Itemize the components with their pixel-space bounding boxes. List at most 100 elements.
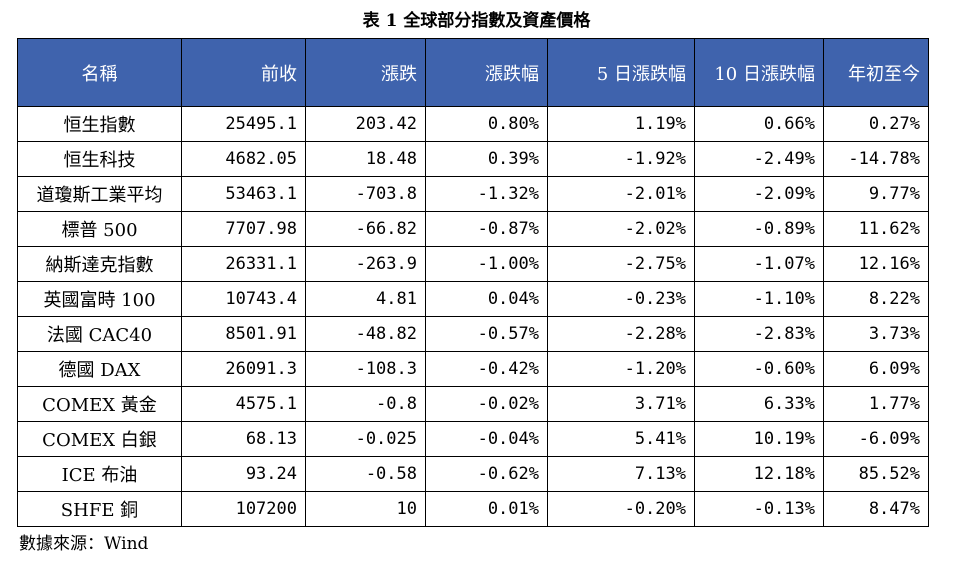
cell-ytd: 11.62% — [823, 211, 929, 247]
cell-change: -108.3 — [305, 351, 426, 387]
cell-change: -0.8 — [305, 386, 426, 422]
table-row: 恒生指數 25495.1 203.42 0.80% 1.19% 0.66% 0.27% — [17, 106, 929, 142]
cell-name: COMEX 白銀 — [17, 421, 182, 457]
cell-name: 德國 DAX — [17, 351, 182, 387]
cell-name: 英國富時 100 — [17, 281, 182, 317]
cell-prev-close: 26091.3 — [181, 351, 306, 387]
cell-prev-close: 8501.91 — [181, 316, 306, 352]
cell-10d-change-pct: 10.19% — [694, 421, 824, 457]
cell-change: -0.025 — [305, 421, 426, 457]
column-header-ytd: 年初至今 — [823, 38, 929, 107]
cell-change-pct: -1.00% — [425, 246, 548, 282]
column-header-10d-change-pct: 10 日漲跌幅 — [694, 38, 824, 107]
cell-prev-close: 10743.4 — [181, 281, 306, 317]
cell-5d-change-pct: 1.19% — [547, 106, 695, 142]
cell-change: -263.9 — [305, 246, 426, 282]
cell-ytd: 6.09% — [823, 351, 929, 387]
cell-10d-change-pct: -0.89% — [694, 211, 824, 247]
cell-ytd: 0.27% — [823, 106, 929, 142]
table-row: 納斯達克指數 26331.1 -263.9 -1.00% -2.75% -1.07% 12.… — [17, 246, 929, 282]
cell-ytd: 8.47% — [823, 491, 929, 527]
cell-name: 納斯達克指數 — [17, 246, 182, 282]
table-row: 法國 CAC40 8501.91 -48.82 -0.57% -2.28% -2.83% 3… — [17, 316, 929, 352]
cell-change-pct: -0.87% — [425, 211, 548, 247]
cell-5d-change-pct: -0.23% — [547, 281, 695, 317]
cell-ytd: 3.73% — [823, 316, 929, 352]
cell-change-pct: -0.62% — [425, 456, 548, 492]
cell-prev-close: 4682.05 — [181, 141, 306, 177]
table-row: 道瓊斯工業平均 53463.1 -703.8 -1.32% -2.01% -2.09% 9.… — [17, 176, 929, 212]
cell-change-pct: -0.04% — [425, 421, 548, 457]
cell-name: ICE 布油 — [17, 456, 182, 492]
cell-10d-change-pct: -2.09% — [694, 176, 824, 212]
cell-5d-change-pct: 3.71% — [547, 386, 695, 422]
cell-prev-close: 107200 — [181, 491, 306, 527]
cell-10d-change-pct: -2.49% — [694, 141, 824, 177]
cell-change-pct: -0.02% — [425, 386, 548, 422]
cell-10d-change-pct: -1.07% — [694, 246, 824, 282]
table-title: 表 1 全球部分指數及資產價格 — [362, 11, 591, 31]
cell-change-pct: 0.80% — [425, 106, 548, 142]
cell-name: 恒生指數 — [17, 106, 182, 142]
cell-10d-change-pct: 6.33% — [694, 386, 824, 422]
cell-ytd: 9.77% — [823, 176, 929, 212]
source-note: 數據來源：Wind — [19, 534, 149, 554]
cell-change: 10 — [305, 491, 426, 527]
cell-5d-change-pct: -2.02% — [547, 211, 695, 247]
cell-5d-change-pct: 7.13% — [547, 456, 695, 492]
column-header-change: 漲跌 — [305, 38, 426, 107]
cell-5d-change-pct: -2.75% — [547, 246, 695, 282]
cell-name: 道瓊斯工業平均 — [17, 176, 182, 212]
table-row: 恒生科技 4682.05 18.48 0.39% -1.92% -2.49% -14.78% — [17, 141, 929, 177]
cell-5d-change-pct: -0.20% — [547, 491, 695, 527]
cell-prev-close: 4575.1 — [181, 386, 306, 422]
cell-ytd: -6.09% — [823, 421, 929, 457]
cell-name: SHFE 銅 — [17, 491, 182, 527]
cell-prev-close: 25495.1 — [181, 106, 306, 142]
cell-ytd: -14.78% — [823, 141, 929, 177]
cell-name: 恒生科技 — [17, 141, 182, 177]
cell-5d-change-pct: 5.41% — [547, 421, 695, 457]
column-header-name: 名稱 — [17, 38, 182, 107]
cell-change: 203.42 — [305, 106, 426, 142]
cell-10d-change-pct: -0.13% — [694, 491, 824, 527]
cell-name: 標普 500 — [17, 211, 182, 247]
cell-change-pct: 0.04% — [425, 281, 548, 317]
cell-ytd: 85.52% — [823, 456, 929, 492]
cell-name: COMEX 黃金 — [17, 386, 182, 422]
table-row: ICE 布油 93.24 -0.58 -0.62% 7.13% 12.18% 85.52% — [17, 456, 929, 492]
cell-change-pct: 0.01% — [425, 491, 548, 527]
cell-change-pct: -0.42% — [425, 351, 548, 387]
cell-change-pct: 0.39% — [425, 141, 548, 177]
cell-5d-change-pct: -2.28% — [547, 316, 695, 352]
cell-10d-change-pct: 12.18% — [694, 456, 824, 492]
table-row: SHFE 銅 107200 10 0.01% -0.20% -0.13% 8.47% — [17, 491, 929, 527]
table-row: 標普 500 7707.98 -66.82 -0.87% -2.02% -0.89% 11.… — [17, 211, 929, 247]
table-row: COMEX 白銀 68.13 -0.025 -0.04% 5.41% 10.19% -6.0… — [17, 421, 929, 457]
table-row: COMEX 黃金 4575.1 -0.8 -0.02% 3.71% 6.33% 1.77% — [17, 386, 929, 422]
column-header-prev-close: 前收 — [181, 38, 306, 107]
cell-prev-close: 26331.1 — [181, 246, 306, 282]
cell-prev-close: 7707.98 — [181, 211, 306, 247]
column-header-5d-change-pct: 5 日漲跌幅 — [547, 38, 695, 107]
cell-5d-change-pct: -1.20% — [547, 351, 695, 387]
cell-ytd: 12.16% — [823, 246, 929, 282]
column-header-change-pct: 漲跌幅 — [425, 38, 548, 107]
cell-change: -0.58 — [305, 456, 426, 492]
cell-10d-change-pct: -2.83% — [694, 316, 824, 352]
cell-prev-close: 68.13 — [181, 421, 306, 457]
cell-change: -703.8 — [305, 176, 426, 212]
table-row: 德國 DAX 26091.3 -108.3 -0.42% -1.20% -0.60% 6.0… — [17, 351, 929, 387]
cell-10d-change-pct: 0.66% — [694, 106, 824, 142]
cell-ytd: 1.77% — [823, 386, 929, 422]
cell-prev-close: 53463.1 — [181, 176, 306, 212]
cell-change: -48.82 — [305, 316, 426, 352]
cell-change-pct: -1.32% — [425, 176, 548, 212]
cell-change-pct: -0.57% — [425, 316, 548, 352]
cell-5d-change-pct: -2.01% — [547, 176, 695, 212]
table-row: 英國富時 100 10743.4 4.81 0.04% -0.23% -1.10% 8.22… — [17, 281, 929, 317]
cell-prev-close: 93.24 — [181, 456, 306, 492]
cell-5d-change-pct: -1.92% — [547, 141, 695, 177]
cell-name: 法國 CAC40 — [17, 316, 182, 352]
market-data-table: 名稱 前收 漲跌 漲跌幅 5 日漲跌幅 10 日漲跌幅 年初至今 恒生指數 254… — [17, 38, 929, 527]
